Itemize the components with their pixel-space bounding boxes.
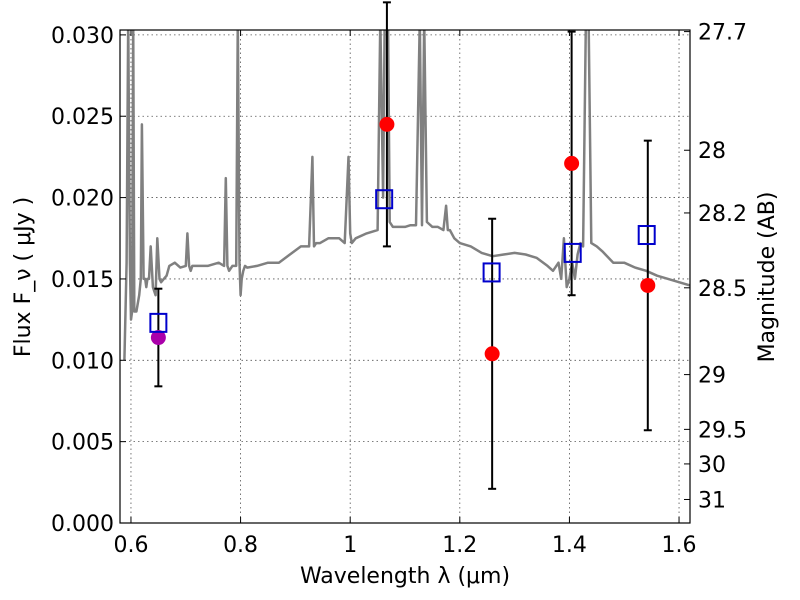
data-point (564, 155, 580, 171)
grid (120, 30, 690, 524)
data-point (379, 116, 395, 132)
error-bar-layer (154, 1, 652, 490)
y-tick-label: 0.010 (51, 349, 114, 374)
x-tick-label: 1.2 (442, 533, 477, 558)
marker-layer (149, 116, 656, 362)
y2-tick-label: 29.5 (698, 418, 747, 443)
model-flux-square (375, 189, 394, 210)
x-tick-label: 1.6 (662, 533, 697, 558)
data-point (150, 330, 166, 346)
tick-labels: 0.6 0.8 1 1.2 1.4 1.6 0.000 0.005 0.010 0.015 0.02… (51, 21, 747, 558)
x-tick-label: 1 (343, 533, 357, 558)
plot-frame (119, 29, 691, 524)
y2-tick-label: 30 (698, 453, 726, 478)
y2-tick-label: 28.2 (698, 202, 747, 227)
model-spectrum-line (123, 30, 690, 361)
y-tick-label: 0.020 (51, 187, 114, 212)
y2-tick-label: 28.5 (698, 277, 747, 302)
y2-tick-label: 31 (698, 488, 726, 513)
data-point (640, 277, 656, 293)
y-axis-title: Flux F_ν ( μJy ) (11, 197, 36, 357)
model-flux-square (637, 225, 656, 246)
x-tick-label: 0.8 (223, 533, 258, 558)
y2-tick-label: 28 (698, 139, 726, 164)
y-tick-label: 0.030 (51, 24, 114, 49)
y-tick-label: 0.025 (51, 105, 114, 130)
model-flux-square (149, 312, 168, 333)
x-axis-title: Wavelength λ (μm) (300, 564, 510, 589)
tick-marks (120, 30, 690, 524)
x-tick-label: 0.6 (113, 533, 148, 558)
y2-tick-label: 27.7 (698, 21, 747, 46)
x-tick-label: 1.4 (552, 533, 587, 558)
y-tick-label: 0.015 (51, 268, 114, 293)
model-spectrum-layer (123, 30, 690, 361)
data-point (484, 346, 500, 362)
y2-tick-label: 29 (698, 364, 726, 389)
y2-axis-title: Magnitude (AB) (755, 192, 780, 363)
y-tick-label: 0.005 (51, 431, 114, 456)
model-flux-square (482, 262, 501, 283)
model-flux-square (563, 242, 582, 263)
y-tick-label: 0.000 (51, 512, 114, 537)
